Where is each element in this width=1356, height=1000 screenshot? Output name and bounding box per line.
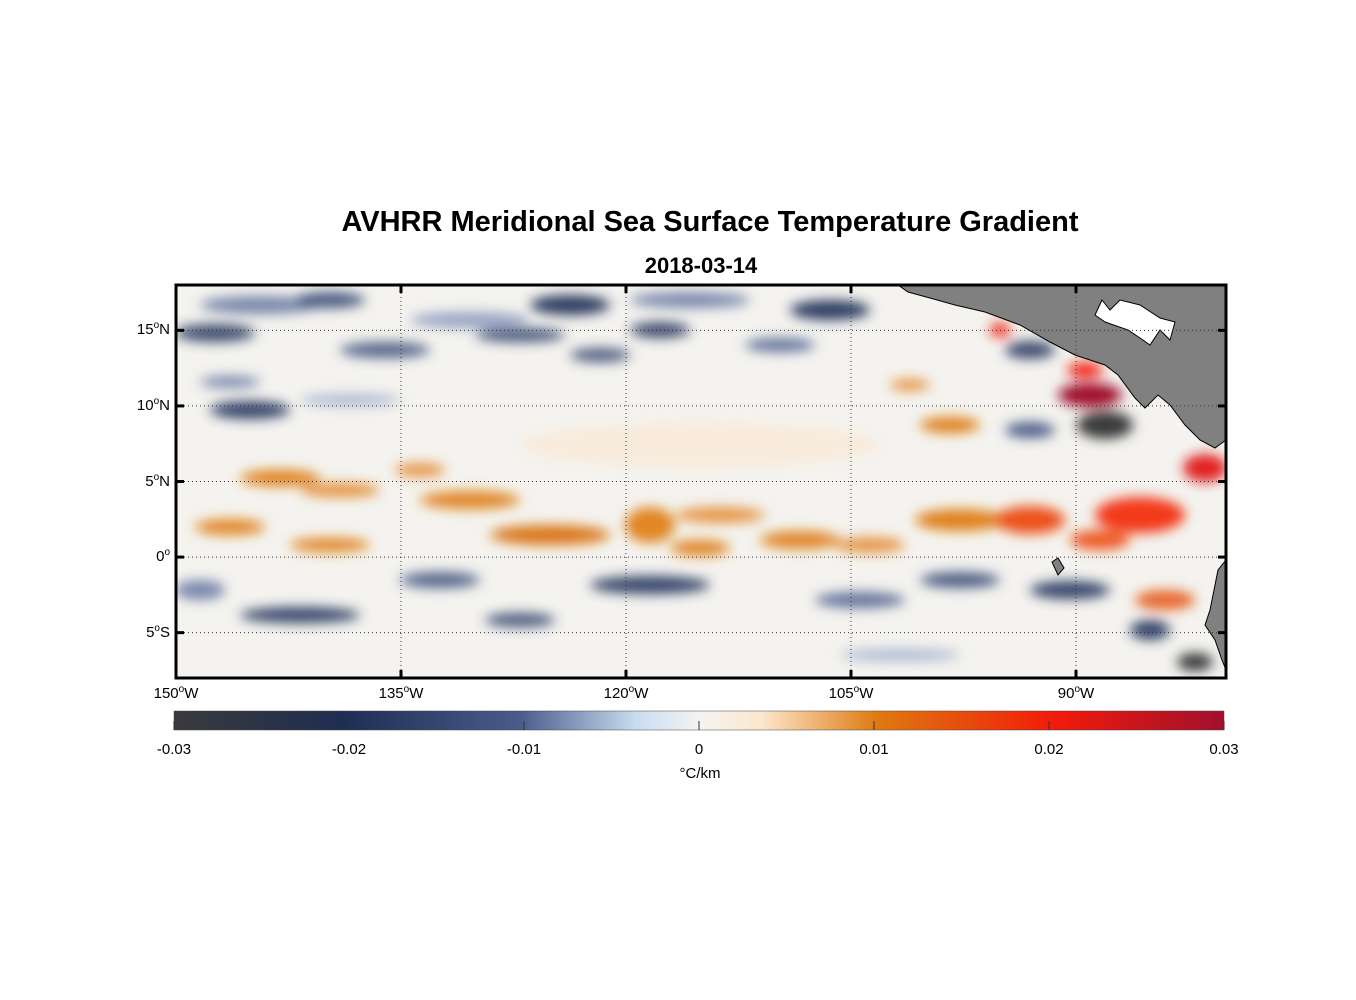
negative-feature (340, 342, 430, 358)
positive-feature (420, 491, 520, 509)
colorbar-tick-label: -0.02 (331, 741, 367, 758)
positive-feature (670, 540, 730, 556)
negative-feature (630, 292, 750, 308)
positive-feature (195, 519, 265, 535)
positive-feature (995, 506, 1065, 534)
longitude-label: 150oW (153, 684, 199, 702)
negative-feature (295, 292, 365, 308)
positive-feature (1183, 454, 1226, 482)
negative-feature (485, 613, 555, 627)
colorbar-units-label: °C/km (679, 765, 721, 782)
positive-feature (1058, 383, 1122, 407)
negative-feature (840, 649, 960, 661)
colorbar-tick-label: 0.02 (1034, 741, 1064, 758)
negative-feature (1077, 411, 1133, 439)
positive-feature (675, 507, 765, 523)
negative-feature (1130, 620, 1170, 640)
negative-feature (176, 580, 225, 600)
negative-feature (240, 607, 360, 623)
positive-feature (395, 463, 445, 477)
positive-feature (520, 423, 880, 467)
negative-feature (210, 401, 290, 419)
chart-subtitle: 2018-03-14 (644, 253, 758, 278)
land-yucatan-cutout (1094, 299, 1176, 346)
negative-feature (300, 394, 400, 406)
colorbar-tick-label: 0 (694, 741, 704, 758)
positive-feature (915, 509, 1005, 531)
positive-feature (760, 531, 840, 549)
negative-feature (1005, 422, 1055, 438)
negative-feature (745, 338, 815, 352)
negative-feature (475, 328, 565, 342)
positive-feature (920, 417, 980, 433)
negative-feature (590, 576, 710, 594)
negative-feature (400, 572, 480, 588)
chart-title: AVHRR Meridional Sea Surface Temperature… (341, 206, 1079, 238)
negative-feature (530, 295, 610, 315)
negative-feature (1005, 341, 1055, 359)
latitude-label: 5oS (146, 622, 170, 641)
positive-feature (290, 538, 370, 552)
positive-feature (625, 507, 675, 543)
latitude-label: 0o (156, 547, 170, 566)
positive-feature (1070, 530, 1130, 550)
colorbar-tick-label: 0.01 (859, 741, 889, 758)
positive-feature (240, 470, 320, 486)
longitude-label: 135oW (378, 684, 424, 702)
longitude-label: 90oW (1057, 684, 1095, 702)
positive-feature (835, 537, 905, 553)
colorbar-tick-label: -0.03 (156, 741, 192, 758)
positive-feature (1135, 590, 1195, 610)
land-galapagos (1051, 557, 1065, 576)
map-field (176, 285, 1226, 678)
negative-feature (410, 312, 530, 328)
positive-feature (1095, 497, 1185, 533)
latitude-label: 10oN (136, 395, 170, 414)
negative-feature (570, 348, 630, 362)
negative-feature (815, 592, 905, 608)
negative-feature (790, 300, 870, 320)
negative-feature (1030, 581, 1110, 599)
colorbar-ticks (173, 721, 1225, 730)
axis-ticks (174, 285, 1226, 678)
latitude-label: 5oN (145, 471, 170, 490)
positive-feature (490, 525, 610, 545)
negative-feature (1177, 653, 1213, 671)
colorbar-tick-label: -0.01 (506, 741, 542, 758)
gradient-patterns (176, 292, 1226, 671)
colorbar-tick-label: 0.03 (1209, 741, 1239, 758)
positive-feature (300, 483, 380, 497)
negative-feature (200, 296, 320, 314)
positive-feature (890, 379, 930, 391)
latitude-label: 15oN (136, 320, 170, 339)
negative-feature (176, 324, 255, 342)
negative-feature (200, 376, 260, 388)
positive-feature (1067, 362, 1103, 378)
longitude-label: 105oW (828, 684, 874, 702)
longitude-label: 120oW (603, 684, 649, 702)
negative-feature (920, 572, 1000, 588)
